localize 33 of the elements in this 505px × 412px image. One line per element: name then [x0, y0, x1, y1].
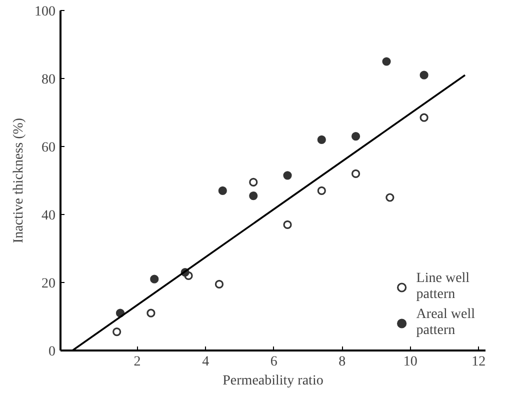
point [283, 171, 292, 180]
point [420, 70, 428, 80]
point [317, 135, 326, 144]
point [214, 280, 224, 288]
point [382, 57, 391, 66]
point [386, 193, 394, 202]
point [317, 186, 326, 195]
y-tick-label: 100 [34, 4, 56, 20]
point [283, 220, 292, 229]
y-axis-title: Inactive thickness (%) [12, 118, 26, 244]
point [420, 113, 428, 122]
legend-label: Areal well pattern [416, 306, 475, 340]
point [351, 132, 360, 141]
x-tick-label: 10 [403, 354, 418, 370]
legend-label: Line well pattern [416, 270, 470, 304]
x-tick-label: 6 [270, 354, 278, 370]
x-tick-label: 2 [134, 354, 141, 370]
point [150, 274, 159, 284]
x-tick-label: 12 [472, 354, 486, 370]
y-tick-label: 60 [42, 140, 56, 156]
y-tick-label: 40 [42, 208, 56, 224]
point [146, 308, 156, 318]
x-tick-label: 8 [338, 354, 346, 370]
y-tick-label: 0 [48, 344, 56, 360]
point [351, 169, 360, 178]
x-tick-label: 4 [202, 354, 210, 370]
point [249, 192, 258, 200]
x-axis-title: Permeability ratio [222, 374, 324, 388]
point [249, 178, 258, 186]
y-tick-label: 20 [42, 276, 56, 292]
y-tick-label: 80 [42, 72, 56, 88]
point [112, 328, 122, 336]
point [218, 186, 227, 195]
